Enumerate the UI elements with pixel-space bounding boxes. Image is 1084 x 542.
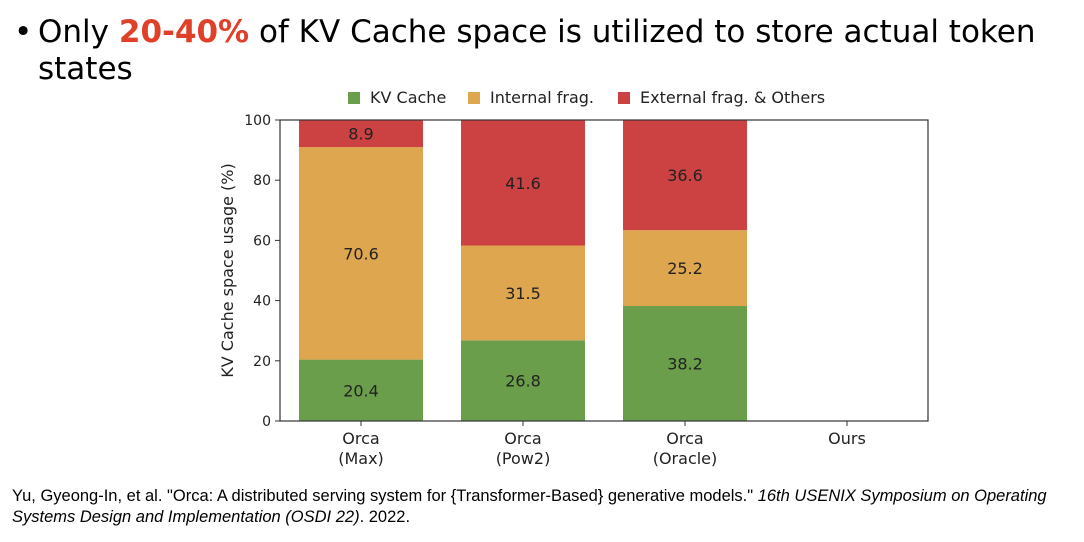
y-tick-label: 40	[253, 294, 271, 310]
data-label: 41.6	[505, 174, 541, 193]
y-axis-label: KV Cache space usage (%)	[218, 163, 237, 377]
bar-segment	[299, 147, 423, 360]
x-tick-label: Orca	[666, 429, 703, 448]
x-tick-label: (Max)	[338, 449, 384, 468]
legend-label: External frag. & Others	[640, 88, 825, 107]
y-tick-label: 0	[262, 414, 271, 430]
bar-segment	[461, 120, 585, 246]
data-label: 20.4	[343, 381, 379, 400]
citation-authors-title: Yu, Gyeong-In, et al. "Orca: A distribut…	[12, 487, 758, 505]
data-label: 70.6	[343, 244, 379, 263]
data-label: 25.2	[667, 259, 703, 278]
x-tick-label: Orca	[342, 429, 379, 448]
y-tick-label: 20	[253, 354, 271, 370]
data-label: 31.5	[505, 284, 541, 303]
bar-segment	[461, 245, 585, 341]
bar-segment	[623, 120, 747, 231]
data-label: 8.9	[348, 125, 373, 144]
legend-swatch	[618, 92, 630, 104]
data-label: 36.6	[667, 166, 703, 185]
legend-label: Internal frag.	[490, 88, 594, 107]
stacked-bar-chart: KV Cache Internal frag. External frag. & O…	[218, 88, 929, 468]
headline-prefix: Only	[38, 14, 119, 50]
legend-swatch	[348, 92, 360, 104]
x-tick-label: Orca	[504, 429, 541, 448]
headline-suffix: of KV Cache space is utilized to store a…	[38, 14, 1036, 87]
y-tick-label: 80	[253, 173, 271, 189]
y-tick-label: 100	[244, 113, 271, 129]
headline-highlight: 20-40%	[118, 14, 250, 50]
plot-frame	[279, 119, 929, 422]
bullet-point: •	[14, 14, 33, 50]
x-tick-label: Ours	[828, 429, 866, 448]
bar-segment	[299, 359, 423, 421]
citation: Yu, Gyeong-In, et al. "Orca: A distribut…	[12, 486, 1072, 528]
headline-text: Only 20-40% of KV Cache space is utilize…	[38, 14, 1084, 88]
y-tick-label: 60	[253, 233, 271, 249]
citation-year: . 2022.	[359, 508, 411, 526]
bar-segment	[623, 306, 747, 421]
x-tick-label: (Pow2)	[496, 449, 551, 468]
legend-label: KV Cache	[370, 88, 446, 107]
bar-segment	[623, 230, 747, 307]
citation-venue: 16th USENIX Symposium on Operating Syste…	[12, 487, 1047, 526]
data-label: 26.8	[505, 372, 541, 391]
bar-segment	[461, 340, 585, 421]
data-label: 38.2	[667, 355, 703, 374]
legend-swatch	[468, 92, 480, 104]
bar-segment	[299, 120, 423, 148]
x-tick-label: (Oracle)	[653, 449, 718, 468]
